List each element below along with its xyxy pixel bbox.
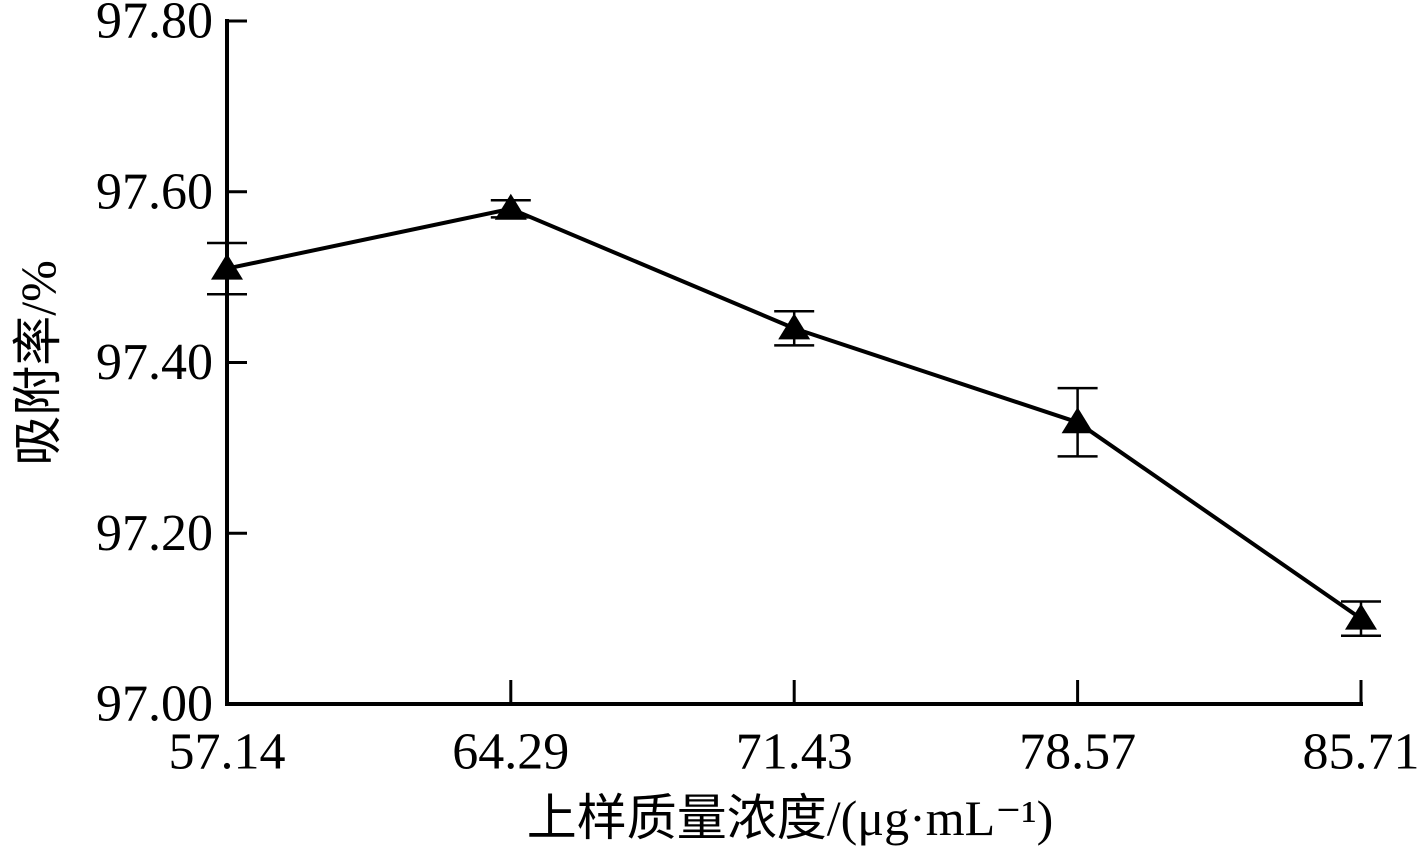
x-tick-label: 57.14 [169, 724, 286, 781]
data-point-markers [211, 193, 1377, 630]
data-point-marker [211, 253, 243, 280]
tick-marks [225, 19, 1363, 706]
y-tick-label: 97.80 [96, 0, 213, 50]
x-tick-label: 85.71 [1303, 724, 1420, 781]
y-tick-label: 97.20 [96, 505, 213, 562]
y-tick-label: 97.60 [96, 163, 213, 220]
y-tick-label: 97.00 [96, 676, 213, 733]
x-axis-label: 上样质量浓度/(μg·mL⁻¹) [527, 790, 1053, 846]
x-tick-label: 71.43 [736, 724, 853, 781]
tick-labels: 97.00 97.20 97.40 97.60 97.80 57.14 64.29 71.43… [96, 0, 1420, 781]
data-point-marker [1345, 603, 1377, 630]
x-tick-label: 78.57 [1019, 724, 1136, 781]
data-point-marker [494, 193, 527, 220]
x-tick-label: 64.29 [452, 724, 569, 781]
error-bars [207, 199, 1381, 637]
series-line-group [226, 206, 1363, 621]
data-point-marker [778, 313, 811, 340]
y-tick-label: 97.40 [96, 334, 213, 391]
y-axis-label: 吸附率/% [10, 260, 66, 466]
series-line [226, 206, 1363, 621]
axes [225, 19, 1363, 706]
data-point-marker [1061, 407, 1094, 434]
